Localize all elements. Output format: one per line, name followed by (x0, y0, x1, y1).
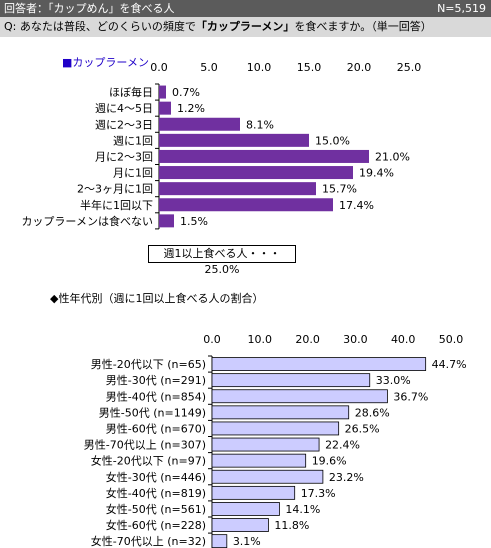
bar (211, 534, 228, 548)
value-label: 19.4% (359, 167, 394, 180)
value-label: 14.1% (285, 503, 320, 516)
category-label: 月に1回 (113, 167, 153, 180)
sample-size: N=5,519 (437, 2, 486, 15)
bar (211, 405, 350, 420)
category-label: 女性-40代 (n=819) (106, 486, 206, 500)
category-label: 女性-60代 (n=228) (106, 518, 206, 532)
category-label: 男性-20代以下 (n=65) (91, 357, 206, 371)
category-label: 男性-70代以上 (n=307) (84, 438, 206, 452)
x-tick-label: 10.0 (247, 61, 272, 74)
x-tick-label: 30.0 (343, 333, 368, 346)
value-label: 26.5% (345, 422, 380, 435)
value-label: 8.1% (246, 118, 274, 131)
bar (211, 373, 371, 388)
bar (159, 133, 309, 147)
x-tick-label: 40.0 (391, 333, 416, 346)
value-label: 3.1% (233, 535, 261, 548)
x-tick-label: 20.0 (347, 61, 372, 74)
x-tick-label: 15.0 (297, 61, 322, 74)
category-label: 男性-40代 (n=854) (106, 389, 206, 403)
value-label: 15.7% (322, 183, 357, 196)
value-label: 1.2% (177, 102, 205, 115)
category-label: 週に1回 (113, 134, 153, 147)
x-tick-label: 0.0 (203, 333, 221, 346)
value-label: 11.8% (274, 519, 309, 532)
category-label: 女性-20代以下 (n=97) (91, 454, 206, 468)
x-tick-label: 20.0 (295, 333, 320, 346)
bar (159, 149, 369, 163)
question-bar: Q: あなたは普段、どのくらいの頻度で「カップラーメン」を食べますか。（単一回答… (0, 17, 491, 37)
value-label: 22.4% (325, 439, 360, 452)
category-label: 男性-30代 (n=291) (106, 373, 206, 387)
x-tick-label: 10.0 (248, 333, 273, 346)
bar (159, 182, 316, 196)
category-label: 男性-60代 (n=670) (106, 421, 206, 435)
bar (159, 214, 174, 228)
x-tick-label: 25.0 (397, 61, 422, 74)
category-label: カップラーメンは食べない (21, 214, 153, 228)
bar (159, 85, 166, 99)
value-label: 17.4% (339, 199, 374, 212)
value-label: 17.3% (301, 487, 336, 500)
category-label: 月に2～3回 (95, 150, 153, 163)
category-label: 週に4～5日 (95, 102, 153, 115)
value-label: 28.6% (355, 406, 390, 419)
category-label: 半年に1回以下 (80, 198, 153, 212)
question-text: Q: あなたは普段、どのくらいの頻度で「カップラーメン」を食べますか。（単一回答… (4, 20, 432, 33)
category-label: 男性-50代 (n=1149) (99, 405, 206, 419)
weekly-summary-note: 週1以上食べる人・・・25.0% (148, 245, 296, 276)
bar (211, 502, 280, 516)
category-label: ほぼ毎日 (109, 86, 153, 99)
category-label: 2～3ヶ月に1回 (77, 183, 153, 196)
value-label: 15.0% (315, 134, 350, 147)
category-label: 女性-50代 (n=561) (106, 502, 206, 516)
category-label: 女性-30代 (n=446) (106, 470, 206, 484)
value-label: 36.7% (393, 390, 428, 403)
value-label: 44.7% (432, 358, 467, 371)
value-label: 33.0% (376, 374, 411, 387)
bar (211, 485, 296, 500)
value-label: 21.0% (375, 150, 410, 163)
bar (211, 437, 320, 452)
bar (211, 469, 324, 484)
bar (159, 117, 240, 131)
bar (211, 421, 340, 436)
x-tick-label: 5.0 (200, 61, 218, 74)
chart-title: ■カップラーメン (62, 56, 149, 69)
value-label: 23.2% (329, 471, 364, 484)
bar (159, 198, 333, 212)
bar (211, 389, 388, 404)
respondents-label: 回答者：「カップめん」を食べる人 (4, 2, 175, 15)
bar (211, 518, 269, 532)
x-tick-label: 0.0 (150, 61, 168, 74)
category-label: 週に2～3日 (95, 118, 153, 131)
bar (211, 453, 307, 468)
bar (211, 357, 427, 371)
value-label: 19.6% (312, 455, 347, 468)
bar (159, 166, 353, 180)
header-bar: 回答者：「カップめん」を食べる人 N=5,519 (0, 0, 491, 17)
x-tick-label: 50.0 (439, 333, 464, 346)
bar (159, 101, 171, 115)
value-label: 1.5% (180, 215, 208, 228)
category-label: 女性-70代以上 (n=32) (91, 534, 206, 548)
chart-title: ◆性年代別（週に1回以上食べる人の割合） (50, 291, 263, 305)
value-label: 0.7% (172, 86, 200, 99)
